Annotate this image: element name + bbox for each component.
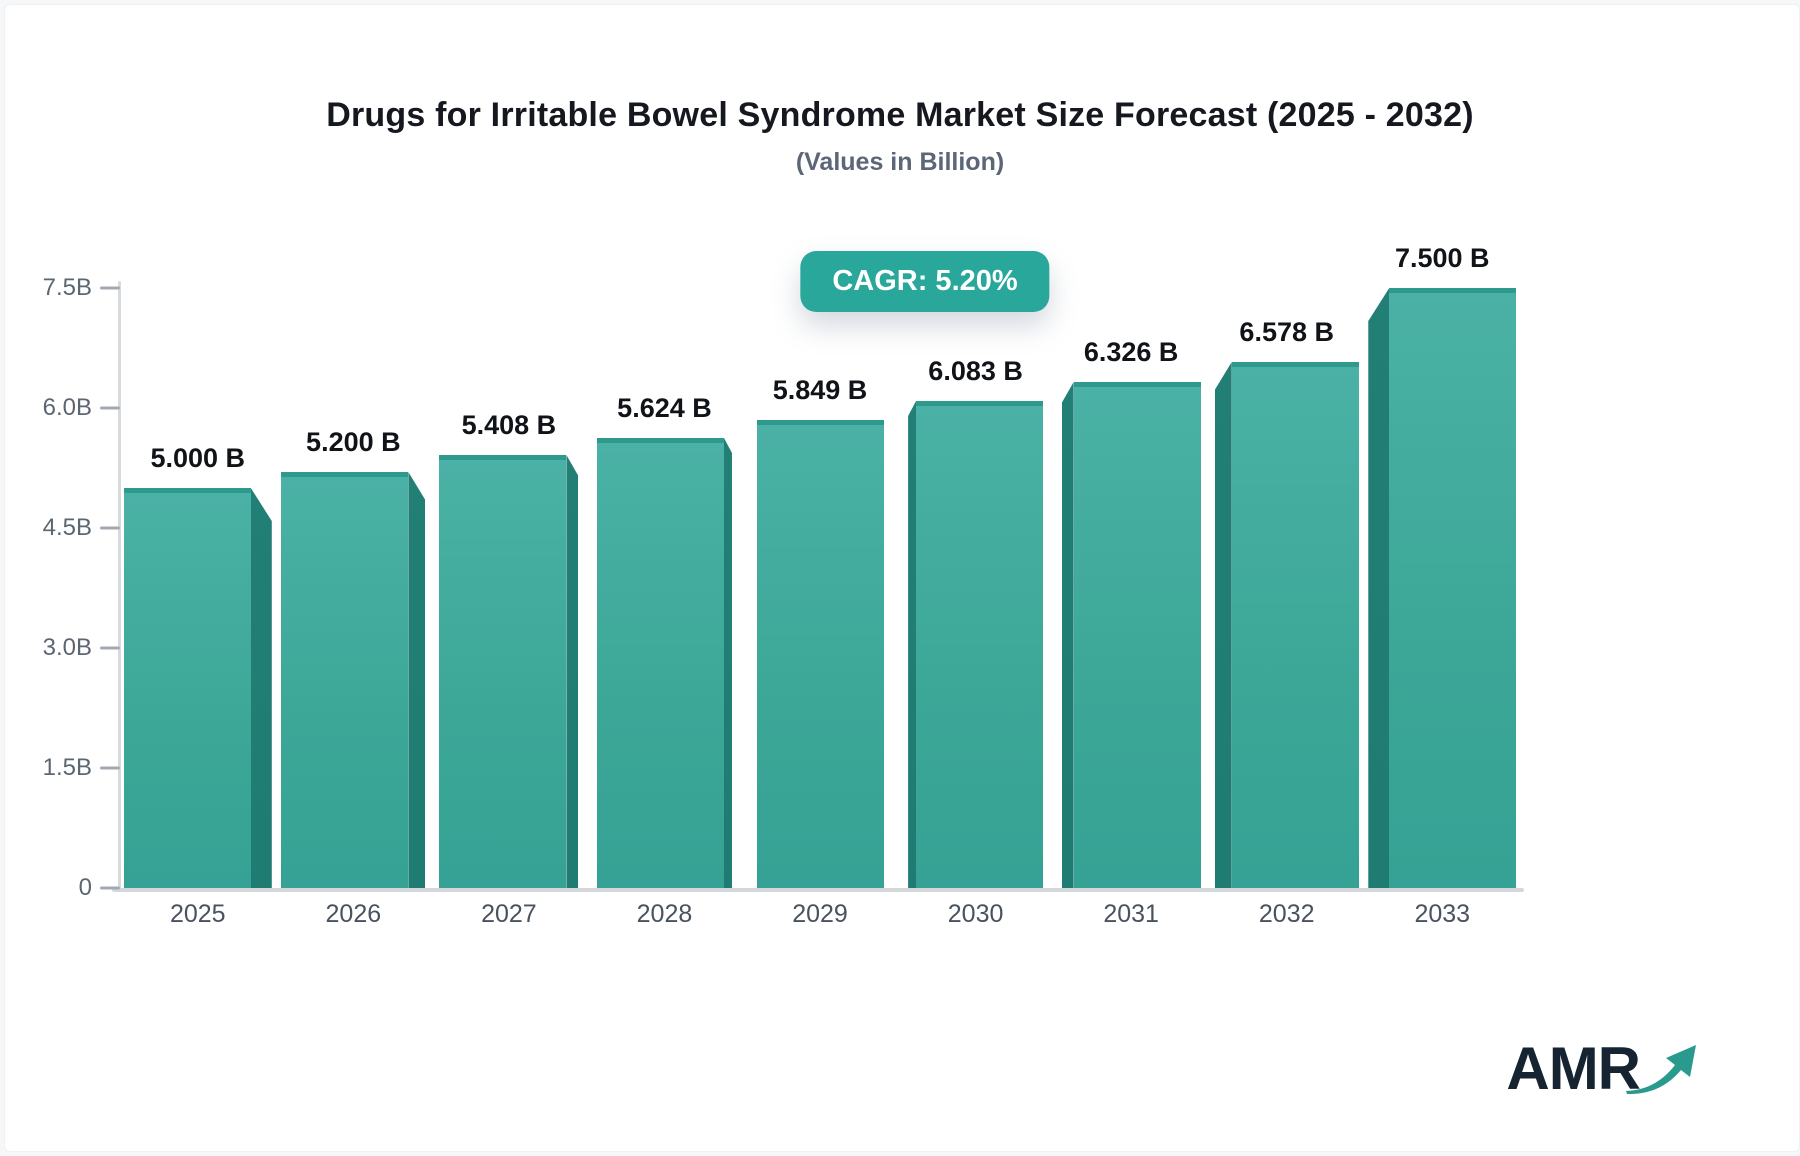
bar-face — [756, 420, 884, 888]
bar-2031 — [1061, 382, 1201, 888]
x-tick-label-2031: 2031 — [1103, 900, 1159, 928]
bar-value-label: 5.000 B — [150, 443, 246, 473]
bar-face — [439, 455, 567, 888]
bar-column-2025: 5.000 B — [120, 288, 276, 888]
bar-value-label: 5.624 B — [617, 393, 712, 423]
y-tick-mark — [100, 886, 120, 890]
x-tick-label-2033: 2033 — [1414, 900, 1471, 928]
y-tick-mark — [100, 286, 120, 290]
y-tick-label: 7.5B — [42, 274, 92, 301]
bar-2028 — [596, 438, 732, 888]
chart-subtitle: (Values in Billion) — [795, 148, 1005, 176]
bar-value-label: 5.849 B — [772, 375, 868, 405]
bar-value-label: 7.500 B — [1394, 243, 1490, 273]
y-tick-mark — [100, 406, 120, 410]
amr-logo: AMR — [1506, 1039, 1702, 1106]
bar-side-panel — [723, 438, 732, 888]
bar-2030 — [908, 401, 1044, 888]
bar-face — [916, 401, 1044, 888]
x-tick-label-2025: 2025 — [169, 900, 226, 928]
x-axis-labels: 2025 2026 2027 2028 2029 2030 2031 2032 2033 — [120, 900, 1520, 929]
bar-side-panel — [1368, 288, 1390, 888]
bar-side-panel — [250, 488, 272, 888]
bar-face — [1389, 288, 1517, 888]
bar-face — [1073, 382, 1201, 888]
trend-up-arrow-icon — [1624, 1035, 1702, 1106]
x-tick-label-2026: 2026 — [325, 900, 382, 928]
bar-side-panel — [1214, 362, 1232, 888]
bar-value-label: 6.083 B — [928, 356, 1023, 386]
y-axis-line — [118, 281, 121, 890]
x-tick-label-2030: 2030 — [947, 900, 1004, 928]
bar-column-2031: 6.326 B — [1053, 288, 1209, 888]
x-tick-label-2032: 2032 — [1258, 900, 1315, 928]
x-tick-label-2028: 2028 — [636, 900, 693, 928]
y-tick-label: 1.5B — [42, 754, 92, 781]
bar-2025 — [123, 488, 272, 888]
bar-side-panel — [908, 401, 917, 888]
bar-2033 — [1368, 288, 1517, 888]
cagr-badge: CAGR: 5.20% — [800, 251, 1050, 312]
bar-column-2030: 6.083 B — [898, 288, 1054, 888]
y-tick-label: 0 — [78, 874, 92, 901]
x-tick-label-2027: 2027 — [481, 900, 537, 928]
chart-title: Drugs for Irritable Bowel Syndrome Marke… — [326, 96, 1474, 134]
bar-value-label: 5.200 B — [306, 427, 401, 457]
bar-2032 — [1214, 362, 1359, 888]
bar-2029 — [756, 420, 884, 888]
bar-face — [1231, 362, 1359, 888]
y-tick-mark — [100, 646, 120, 650]
bar-column-2032: 6.578 B — [1209, 288, 1365, 888]
y-tick-label: 3.0B — [42, 634, 92, 661]
y-tick-mark — [100, 526, 120, 530]
bar-face — [123, 488, 251, 888]
y-tick-label: 4.5B — [42, 514, 92, 541]
bar-face — [596, 438, 724, 888]
bar-value-label: 5.408 B — [461, 410, 557, 440]
bar-side-panel — [408, 472, 426, 888]
y-tick-label: 6.0B — [42, 394, 92, 421]
x-axis-line — [112, 888, 1524, 892]
bar-2027 — [439, 455, 579, 888]
bar-value-label: 6.326 B — [1083, 337, 1179, 367]
bar-value-label: 6.578 B — [1239, 317, 1335, 347]
bar-face — [281, 472, 409, 888]
y-tick-mark — [100, 766, 120, 770]
x-tick-label-2029: 2029 — [792, 900, 848, 928]
bar-2026 — [281, 472, 426, 888]
bar-column-2027: 5.408 B — [431, 288, 587, 888]
bar-side-panel — [1061, 382, 1074, 888]
bar-plot-area: 5.000 B 5.200 B 5.408 B 5.624 B 5.849 B 6.083… — [120, 243, 1521, 888]
bar-column-2026: 5.200 B — [276, 288, 432, 888]
bar-column-2029: 5.849 B — [742, 288, 898, 888]
bar-side-panel — [566, 455, 579, 888]
bar-column-2033: 7.500 B — [1365, 243, 1521, 888]
bar-column-2028: 5.624 B — [587, 288, 743, 888]
amr-logo-text: AMR — [1506, 1035, 1641, 1102]
